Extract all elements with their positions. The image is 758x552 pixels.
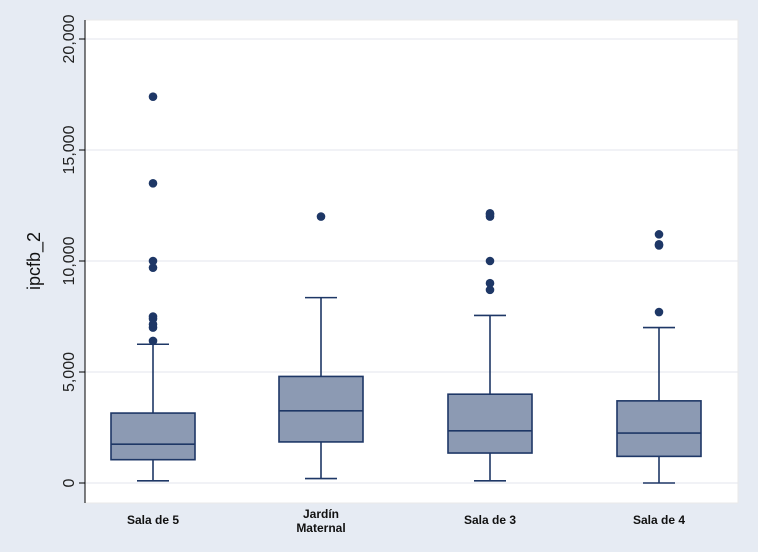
y-tick-label: 0 [61,478,78,487]
grid-lines [85,38,738,484]
y-tick-label: 10,000 [61,236,78,285]
outlier-point [654,230,664,239]
x-category-label: Jardín [303,507,339,521]
y-axis-ticks: 0 5,000 10,000 15,000 20,000 [61,14,85,487]
box-2 [278,212,364,480]
iqr-box [110,412,196,461]
outlier-point [148,263,158,272]
box-4 [616,230,702,484]
y-tick-label: 15,000 [61,125,78,174]
iqr-box [278,375,364,443]
outlier-point [485,278,495,288]
outlier-point [148,92,158,102]
y-tick-label: 20,000 [61,14,78,63]
outlier-point [148,179,158,188]
outlier-point [654,240,664,249]
x-category-label: Maternal [296,521,345,535]
box-1 [110,92,196,482]
x-category-label: Sala de 3 [464,513,516,527]
iqr-box [447,393,533,454]
box-3 [447,208,533,482]
outlier-point [316,212,326,221]
y-axis-label: ipcfb_2 [24,232,45,290]
outlier-point [485,285,495,295]
outlier-point [148,256,158,266]
y-tick-label: 5,000 [61,352,78,392]
iqr-box [616,400,702,458]
outlier-point [485,208,495,218]
outlier-point [148,336,158,346]
outlier-point [485,256,495,266]
outlier-point [654,307,664,317]
x-category-label: Sala de 5 [127,513,179,527]
x-category-label: Sala de 4 [633,513,685,527]
boxes [110,92,702,484]
outlier-point [148,312,158,321]
